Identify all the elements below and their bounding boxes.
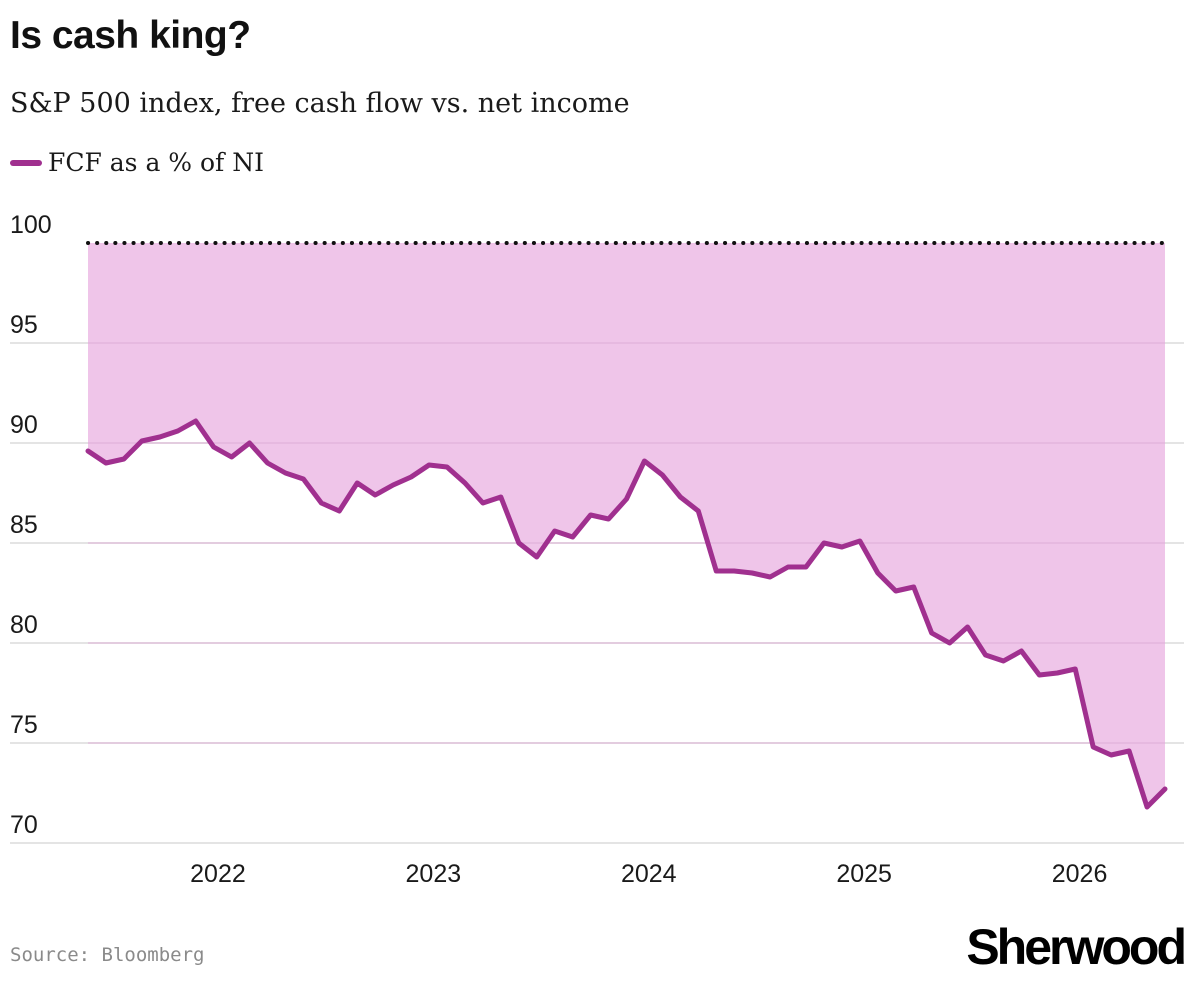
chart-subtitle: S&P 500 index, free cash flow vs. net in…	[10, 88, 630, 119]
y-tick-label: 70	[10, 811, 38, 839]
y-tick-label: 95	[10, 311, 38, 339]
chart-title: Is cash king?	[10, 14, 251, 57]
legend-label: FCF as a % of NI	[48, 148, 265, 177]
y-tick-label: 100	[10, 211, 52, 239]
source-note: Source: Bloomberg	[10, 944, 205, 966]
legend-swatch	[10, 159, 42, 166]
x-tick-label: 2023	[406, 860, 462, 888]
series-line-fcf-pct-ni	[85, 418, 1168, 810]
x-tick-label: 2026	[1052, 860, 1108, 888]
y-tick-label: 75	[10, 711, 38, 739]
x-tick-label: 2022	[190, 860, 246, 888]
y-tick-label: 80	[10, 611, 38, 639]
shaded-area	[88, 243, 1165, 807]
legend: FCF as a % of NI	[10, 148, 264, 177]
y-tick-label: 90	[10, 411, 38, 439]
y-tick-label: 85	[10, 511, 38, 539]
brand-logo: Sherwood	[966, 919, 1187, 975]
x-tick-label: 2024	[621, 860, 677, 888]
x-tick-label: 2025	[836, 860, 892, 888]
